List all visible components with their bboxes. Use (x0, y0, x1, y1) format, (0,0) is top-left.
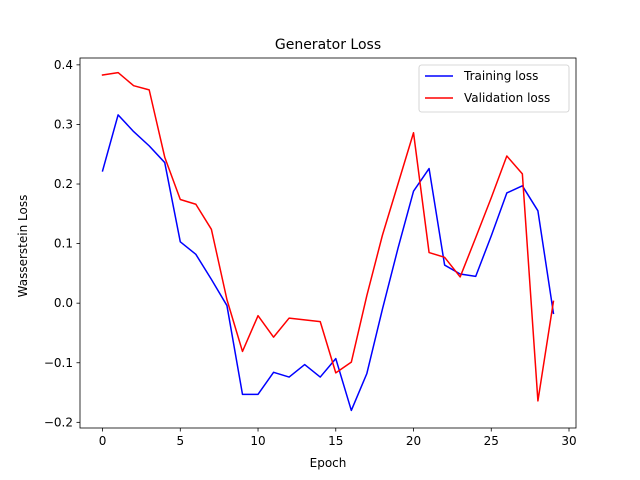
x-axis-label: Epoch (310, 456, 347, 470)
y-tick-label: −0.2 (44, 415, 73, 429)
y-axis-label: Wasserstein Loss (16, 195, 30, 298)
x-tick-label: 15 (328, 434, 343, 448)
legend-box (418, 64, 570, 113)
series-line-1 (101, 71, 555, 402)
legend: Training loss Validation loss (418, 64, 570, 113)
y-tick-label: −0.1 (44, 356, 73, 370)
legend-label-1: Validation loss (464, 91, 550, 105)
chart-title: Generator Loss (275, 37, 381, 53)
y-tick-label: 0.2 (54, 177, 73, 191)
x-tick-label: 20 (406, 434, 421, 448)
y-tick-label: 0.3 (54, 117, 73, 131)
series-line-0 (101, 114, 555, 412)
axes-frame (79, 57, 577, 429)
x-tick-label: 5 (176, 434, 184, 448)
plot-area: 0 5 10 15 20 25 30 −0.2 −0.1 0.0 0.1 0.2 0.3 0.4 (44, 57, 577, 448)
y-tick-label: 0.0 (54, 296, 73, 310)
x-tick-label: 10 (250, 434, 265, 448)
y-tick-label: 0.4 (54, 58, 73, 72)
y-tick-label: 0.1 (54, 237, 73, 251)
legend-label-0: Training loss (463, 69, 538, 83)
x-tick-label: 0 (99, 434, 107, 448)
x-tick-label: 30 (561, 434, 576, 448)
x-tick-label: 25 (484, 434, 499, 448)
